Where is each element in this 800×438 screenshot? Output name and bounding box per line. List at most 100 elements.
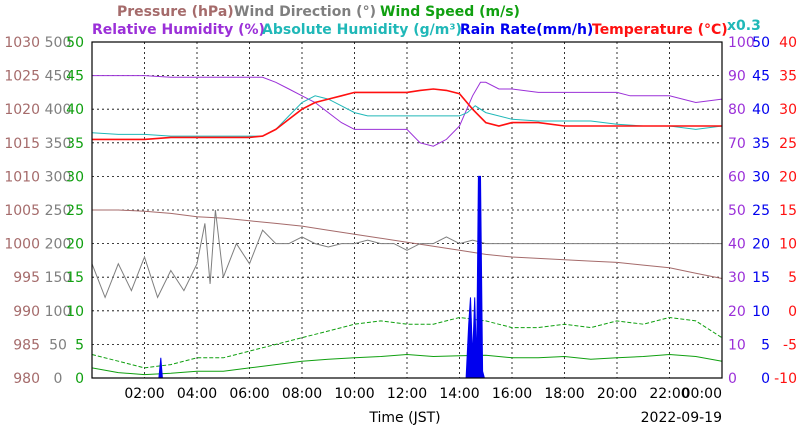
y-tick-pressure: 995 xyxy=(13,270,40,286)
y-tick-temperature: 20 xyxy=(779,169,797,185)
y-tick-temperature: 15 xyxy=(779,203,797,219)
y-tick-humidity: 30 xyxy=(728,270,746,286)
y-tick-wind-speed: 45 xyxy=(66,69,84,85)
y-tick-rain: 15 xyxy=(752,270,770,286)
y-tick-temperature: 30 xyxy=(779,102,797,118)
y-tick-humidity: 70 xyxy=(728,136,746,152)
series-wind-gust xyxy=(91,316,723,369)
x-tick-label: 14:00 xyxy=(439,386,479,402)
y-tick-rain: 45 xyxy=(752,69,770,85)
y-tick-labels: 1030102510201015101010051000995990985980… xyxy=(4,35,797,387)
y-tick-humidity: 100 xyxy=(728,35,755,51)
y-tick-pressure: 985 xyxy=(13,337,40,353)
y-tick-rain: 35 xyxy=(752,136,770,152)
y-tick-pressure: 990 xyxy=(13,304,40,320)
y-tick-humidity: 80 xyxy=(728,102,746,118)
y-tick-humidity: 50 xyxy=(728,203,746,219)
y-tick-humidity: 40 xyxy=(728,237,746,253)
legend-absolute-humidity: Absolute Humidity (g/m³) xyxy=(262,22,462,38)
y-tick-rain: 40 xyxy=(752,102,770,118)
grid xyxy=(92,42,722,378)
y-tick-pressure: 1015 xyxy=(4,136,40,152)
legend-abs-humidity-scale: x0.3 xyxy=(727,18,761,34)
x-tick-labels: 02:00 04:00 06:00 08:00 10:00 12:00 14:00 16:00… xyxy=(124,386,722,402)
y-tick-pressure: 1020 xyxy=(4,102,40,118)
legend-wind-direction: Wind Direction (°) xyxy=(234,4,376,20)
x-tick-label: 22:00 xyxy=(649,386,689,402)
x-tick-label: 12:00 xyxy=(387,386,427,402)
x-tick-label: 10:00 xyxy=(334,386,374,402)
plot-frame xyxy=(91,41,723,379)
y-tick-wind-speed: 20 xyxy=(66,237,84,253)
y-tick-wind-direction: 400 xyxy=(45,102,72,118)
series-wind-speed xyxy=(91,353,723,376)
y-tick-wind-speed: 40 xyxy=(66,102,84,118)
y-tick-wind-direction: 100 xyxy=(45,304,72,320)
x-tick-label: 02:00 xyxy=(124,386,164,402)
x-tick-label: 20:00 xyxy=(597,386,637,402)
y-tick-pressure: 1030 xyxy=(4,35,40,51)
x-tick-label: 06:00 xyxy=(229,386,269,402)
y-tick-temperature: 25 xyxy=(779,136,797,152)
x-axis-label: Time (JST) xyxy=(368,410,440,426)
y-tick-rain: 20 xyxy=(752,237,770,253)
y-tick-humidity: 10 xyxy=(728,337,746,353)
y-tick-temperature: 10 xyxy=(779,237,797,253)
y-tick-wind-direction: 50 xyxy=(49,337,67,353)
x-tick-label: 18:00 xyxy=(544,386,584,402)
series-humidity-rel xyxy=(92,75,723,147)
x-tick-label: 04:00 xyxy=(177,386,217,402)
y-tick-wind-direction: 350 xyxy=(45,136,72,152)
y-tick-rain: 25 xyxy=(752,203,770,219)
y-tick-wind-speed: 5 xyxy=(75,337,84,353)
y-tick-pressure: 1000 xyxy=(4,237,40,253)
plot-border xyxy=(91,41,723,379)
x-tick-label: 16:00 xyxy=(492,386,532,402)
chart-date: 2022-09-19 xyxy=(641,410,722,426)
y-tick-wind-direction: 200 xyxy=(45,237,72,253)
y-tick-wind-direction: 150 xyxy=(45,270,72,286)
legend-pressure: Pressure (hPa) xyxy=(117,4,234,20)
y-tick-wind-direction: 250 xyxy=(45,203,72,219)
y-tick-wind-direction: 300 xyxy=(45,169,72,185)
y-tick-pressure: 1010 xyxy=(4,169,40,185)
x-tick-label: 08:00 xyxy=(282,386,322,402)
y-tick-wind-speed: 35 xyxy=(66,136,84,152)
y-tick-pressure: 1025 xyxy=(4,69,40,85)
legend-relative-humidity: Relative Humidity (%) xyxy=(92,22,265,38)
y-tick-temperature: 0 xyxy=(788,304,797,320)
series-humidity-abs xyxy=(91,95,723,137)
y-tick-wind-speed: 0 xyxy=(75,371,84,387)
y-tick-temperature: 35 xyxy=(779,69,797,85)
x-tick-label: 00:00 xyxy=(682,386,722,402)
y-tick-humidity: 20 xyxy=(728,304,746,320)
y-tick-rain: 30 xyxy=(752,169,770,185)
y-tick-humidity: 90 xyxy=(728,69,746,85)
y-tick-wind-speed: 50 xyxy=(66,35,84,51)
y-tick-temperature: -5 xyxy=(783,337,797,353)
series-wind-direction xyxy=(91,209,722,299)
y-tick-wind-speed: 25 xyxy=(66,203,84,219)
y-tick-pressure: 980 xyxy=(13,371,40,387)
y-tick-temperature: 5 xyxy=(788,270,797,286)
y-tick-rain: 50 xyxy=(752,35,770,51)
legend-temperature: Temperature (°C) xyxy=(592,22,728,38)
series-pressure xyxy=(92,209,723,279)
y-tick-humidity: 60 xyxy=(728,169,746,185)
y-tick-wind-speed: 30 xyxy=(66,169,84,185)
y-tick-rain: 0 xyxy=(761,371,770,387)
legend-rain-rate: Rain Rate(mm/h) xyxy=(460,22,593,38)
y-tick-temperature: 40 xyxy=(779,35,797,51)
y-tick-rain: 10 xyxy=(752,304,770,320)
y-tick-temperature: -10 xyxy=(774,371,797,387)
legend-wind-speed: Wind Speed (m/s) xyxy=(380,4,520,20)
y-tick-wind-speed: 10 xyxy=(66,304,84,320)
y-tick-wind-speed: 15 xyxy=(66,270,84,286)
y-tick-humidity: 0 xyxy=(728,371,737,387)
y-tick-rain: 5 xyxy=(761,337,770,353)
y-tick-wind-direction: 450 xyxy=(45,69,72,85)
y-tick-pressure: 1005 xyxy=(4,203,40,219)
series-temperature xyxy=(92,88,722,141)
